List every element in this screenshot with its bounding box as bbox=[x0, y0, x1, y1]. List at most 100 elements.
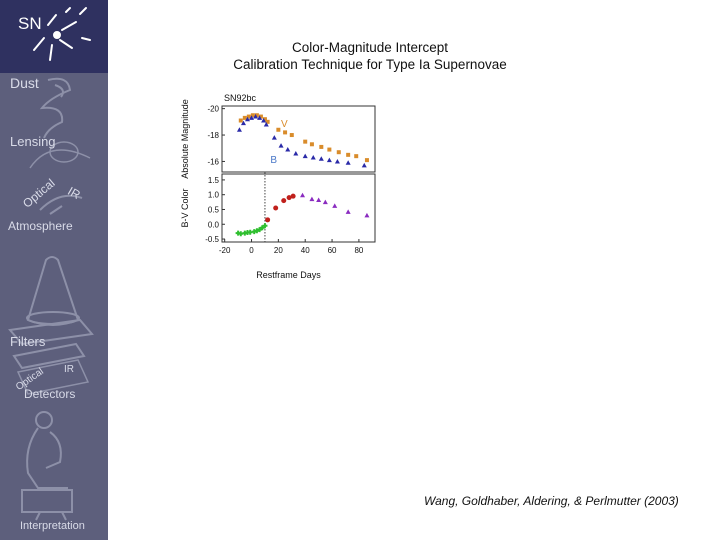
color-point-late bbox=[322, 199, 328, 205]
slide-title-line1: Color-Magnitude Intercept bbox=[291, 40, 449, 55]
sidebar-item-atmosphere: Atmosphere bbox=[8, 219, 73, 233]
v-band-point bbox=[319, 144, 324, 149]
sidebar-item-dust: Dust bbox=[10, 75, 39, 91]
b-band-point bbox=[334, 158, 340, 164]
x-tick-label: 60 bbox=[328, 246, 337, 255]
b-band-point bbox=[261, 118, 267, 123]
color-point-mid bbox=[273, 205, 279, 211]
sidebar-item-ir-2: IR bbox=[64, 364, 74, 375]
v-band-point bbox=[242, 115, 247, 120]
b-band-point bbox=[240, 120, 246, 126]
color-point-mid bbox=[281, 198, 287, 204]
lensing-icon bbox=[29, 141, 91, 169]
y-tick-label: 1.0 bbox=[208, 191, 220, 200]
optical-ir-icon bbox=[39, 194, 83, 215]
b-band-point bbox=[253, 114, 259, 119]
v-band-point bbox=[336, 150, 341, 155]
dust-icon bbox=[39, 77, 72, 139]
citation-text: Wang, Goldhaber, Aldering, & Perlmutter … bbox=[424, 494, 679, 508]
color-point-late bbox=[332, 203, 338, 208]
color-point-mid bbox=[290, 193, 296, 199]
filter-icon bbox=[8, 318, 94, 370]
v-band-point bbox=[265, 119, 270, 124]
v-band-point bbox=[283, 130, 288, 135]
light-curve-figure: SN92bc Absolute Magnitude V B B-V Color … bbox=[180, 93, 376, 280]
color-point-early bbox=[262, 223, 268, 229]
sidebar-item-interpretation: Interpretation bbox=[20, 520, 85, 532]
v-band-point bbox=[250, 113, 255, 118]
detector-icon bbox=[16, 359, 90, 395]
color-point-late bbox=[300, 192, 306, 198]
b-band-point bbox=[361, 162, 367, 168]
b-band-point bbox=[278, 143, 284, 148]
v-band-point bbox=[364, 158, 369, 163]
b-band-point bbox=[310, 154, 316, 160]
v-band-point bbox=[289, 133, 294, 138]
sidebar-item-sn: SN bbox=[18, 14, 42, 33]
y-tick-label: 0.5 bbox=[208, 205, 220, 214]
b-band-point bbox=[293, 151, 299, 156]
chart-title-sn92bc: SN92bc bbox=[224, 93, 257, 103]
v-band-point bbox=[303, 139, 308, 144]
color-point-early bbox=[257, 227, 263, 233]
x-tick-label: 20 bbox=[274, 246, 283, 255]
color-point-late bbox=[309, 196, 315, 202]
v-band-point bbox=[254, 113, 259, 118]
magnitude-panel-frame bbox=[221, 105, 376, 173]
x-axis-label-days: Restframe Days bbox=[256, 270, 321, 280]
color-point-mid bbox=[286, 195, 292, 201]
v-band-point bbox=[346, 152, 351, 157]
color-point-early bbox=[254, 228, 260, 234]
y-tick-label: -16 bbox=[207, 157, 219, 166]
b-band-point bbox=[345, 160, 351, 165]
color-point-early bbox=[259, 225, 265, 231]
v-band-point bbox=[262, 117, 267, 122]
y-tick-label: 0.0 bbox=[208, 220, 220, 229]
color-point-mid bbox=[265, 217, 271, 223]
color-panel: B-V Color Restframe Days bbox=[180, 173, 376, 280]
y-tick-label: -0.5 bbox=[205, 235, 219, 244]
b-band-point bbox=[263, 121, 269, 127]
magnitude-panel: SN92bc Absolute Magnitude V B bbox=[180, 93, 376, 179]
y-tick-label: 1.5 bbox=[208, 176, 220, 185]
color-point-late bbox=[316, 197, 322, 203]
color-panel-frame bbox=[221, 173, 376, 243]
x-tick-label: 40 bbox=[301, 246, 310, 255]
v-band-point bbox=[258, 114, 263, 119]
y-axis-label-color: B-V Color bbox=[180, 188, 190, 227]
y-tick-label: -18 bbox=[207, 131, 219, 140]
slide-title-line2: Calibration Technique for Type Ia Supern… bbox=[233, 57, 507, 72]
sidebar-nav: SN Dust Lensing Optical IR Atmosphere Fi… bbox=[0, 0, 108, 540]
v-band-point bbox=[238, 118, 243, 123]
v-band-point bbox=[309, 142, 314, 147]
color-point-late bbox=[364, 212, 370, 218]
y-tick-label: -20 bbox=[207, 105, 219, 114]
x-tick-label: 0 bbox=[249, 246, 254, 255]
b-band-point bbox=[271, 135, 277, 140]
thinker-statue-icon bbox=[21, 411, 73, 521]
y-axis-label-magnitude: Absolute Magnitude bbox=[180, 99, 190, 179]
sidebar-item-detectors: Detectors bbox=[24, 387, 76, 401]
v-band-point bbox=[246, 114, 251, 119]
telescope-icon bbox=[26, 256, 80, 326]
b-band-point bbox=[236, 127, 242, 132]
series-label-b: B bbox=[270, 155, 277, 166]
sidebar-item-filters: Filters bbox=[10, 334, 46, 349]
color-point-late bbox=[345, 209, 351, 214]
supernova-icon bbox=[33, 7, 91, 61]
sidebar-item-lensing: Lensing bbox=[10, 134, 56, 149]
b-band-point bbox=[326, 157, 332, 163]
v-band-point bbox=[276, 127, 281, 132]
sidebar-art bbox=[8, 7, 94, 521]
b-band-point bbox=[245, 116, 250, 122]
b-band-point bbox=[249, 115, 255, 120]
v-band-point bbox=[327, 147, 332, 152]
x-tick-label: 80 bbox=[354, 246, 363, 255]
b-band-point bbox=[302, 153, 308, 159]
b-band-point bbox=[285, 147, 291, 152]
b-band-point bbox=[318, 156, 324, 161]
series-label-v: V bbox=[281, 119, 288, 130]
v-band-point bbox=[354, 154, 359, 159]
x-tick-label: -20 bbox=[219, 246, 231, 255]
b-band-point bbox=[257, 115, 263, 120]
